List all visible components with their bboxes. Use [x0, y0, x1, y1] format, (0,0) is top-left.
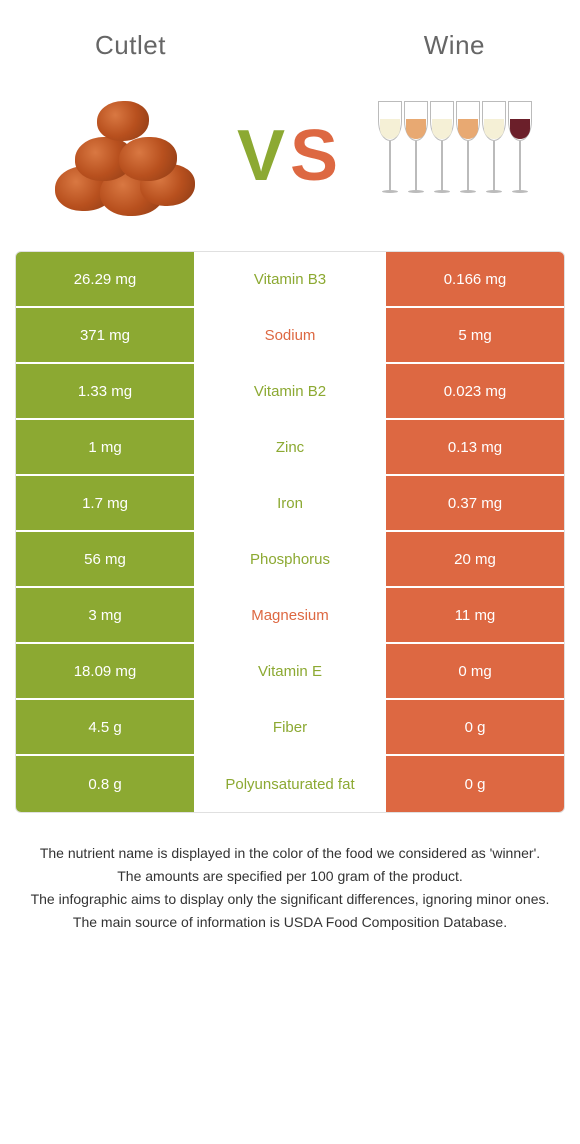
right-value: 0 g — [384, 756, 564, 812]
vs-v: V — [237, 116, 290, 196]
nutrient-label: Vitamin B3 — [196, 252, 384, 306]
wine-glass-icon — [456, 101, 480, 211]
right-value: 0.023 mg — [384, 364, 564, 418]
wine-glass-icon — [404, 101, 428, 211]
nutrient-label: Sodium — [196, 308, 384, 362]
left-value: 371 mg — [16, 308, 196, 362]
nutrient-label: Polyunsaturated fat — [196, 756, 384, 812]
nutrient-label: Phosphorus — [196, 532, 384, 586]
nutrient-row: 1 mg Zinc 0.13 mg — [16, 420, 564, 476]
nutrient-label: Fiber — [196, 700, 384, 754]
nutrient-label: Iron — [196, 476, 384, 530]
left-value: 0.8 g — [16, 756, 196, 812]
left-value: 3 mg — [16, 588, 196, 642]
right-value: 0 mg — [384, 644, 564, 698]
wine-glass-icon — [508, 101, 532, 211]
footnote-text: The nutrient name is displayed in the co… — [25, 843, 555, 864]
nutrient-label: Zinc — [196, 420, 384, 474]
nutrient-label: Magnesium — [196, 588, 384, 642]
nutrient-row: 3 mg Magnesium 11 mg — [16, 588, 564, 644]
right-value: 5 mg — [384, 308, 564, 362]
nutrient-row: 1.7 mg Iron 0.37 mg — [16, 476, 564, 532]
left-value: 18.09 mg — [16, 644, 196, 698]
nutrient-row: 4.5 g Fiber 0 g — [16, 700, 564, 756]
nutrient-table: 26.29 mg Vitamin B3 0.166 mg 371 mg Sodi… — [15, 251, 565, 813]
nutrient-row: 26.29 mg Vitamin B3 0.166 mg — [16, 252, 564, 308]
right-value: 0.166 mg — [384, 252, 564, 306]
footnote-text: The infographic aims to display only the… — [25, 889, 555, 910]
footnotes: The nutrient name is displayed in the co… — [15, 843, 565, 933]
food2-title: Wine — [424, 30, 485, 61]
wine-image — [375, 91, 535, 221]
images-row: VS — [15, 91, 565, 251]
right-value: 0.13 mg — [384, 420, 564, 474]
right-value: 0.37 mg — [384, 476, 564, 530]
wine-glass-icon — [378, 101, 402, 211]
vs-s: S — [290, 116, 343, 196]
right-value: 0 g — [384, 700, 564, 754]
right-value: 20 mg — [384, 532, 564, 586]
nutrient-row: 18.09 mg Vitamin E 0 mg — [16, 644, 564, 700]
left-value: 56 mg — [16, 532, 196, 586]
wine-glass-icon — [482, 101, 506, 211]
vs-text: VS — [237, 115, 343, 197]
left-value: 1.33 mg — [16, 364, 196, 418]
left-value: 4.5 g — [16, 700, 196, 754]
food1-title: Cutlet — [95, 30, 166, 61]
footnote-text: The amounts are specified per 100 gram o… — [25, 866, 555, 887]
nutrient-row: 0.8 g Polyunsaturated fat 0 g — [16, 756, 564, 812]
nutrient-row: 56 mg Phosphorus 20 mg — [16, 532, 564, 588]
footnote-text: The main source of information is USDA F… — [25, 912, 555, 933]
nutrient-label: Vitamin E — [196, 644, 384, 698]
right-value: 11 mg — [384, 588, 564, 642]
left-value: 26.29 mg — [16, 252, 196, 306]
nutrient-row: 1.33 mg Vitamin B2 0.023 mg — [16, 364, 564, 420]
wine-glass-icon — [430, 101, 454, 211]
cutlet-image — [45, 91, 205, 221]
left-value: 1 mg — [16, 420, 196, 474]
left-value: 1.7 mg — [16, 476, 196, 530]
nutrient-label: Vitamin B2 — [196, 364, 384, 418]
nutrient-row: 371 mg Sodium 5 mg — [16, 308, 564, 364]
header-row: Cutlet Wine — [15, 20, 565, 91]
